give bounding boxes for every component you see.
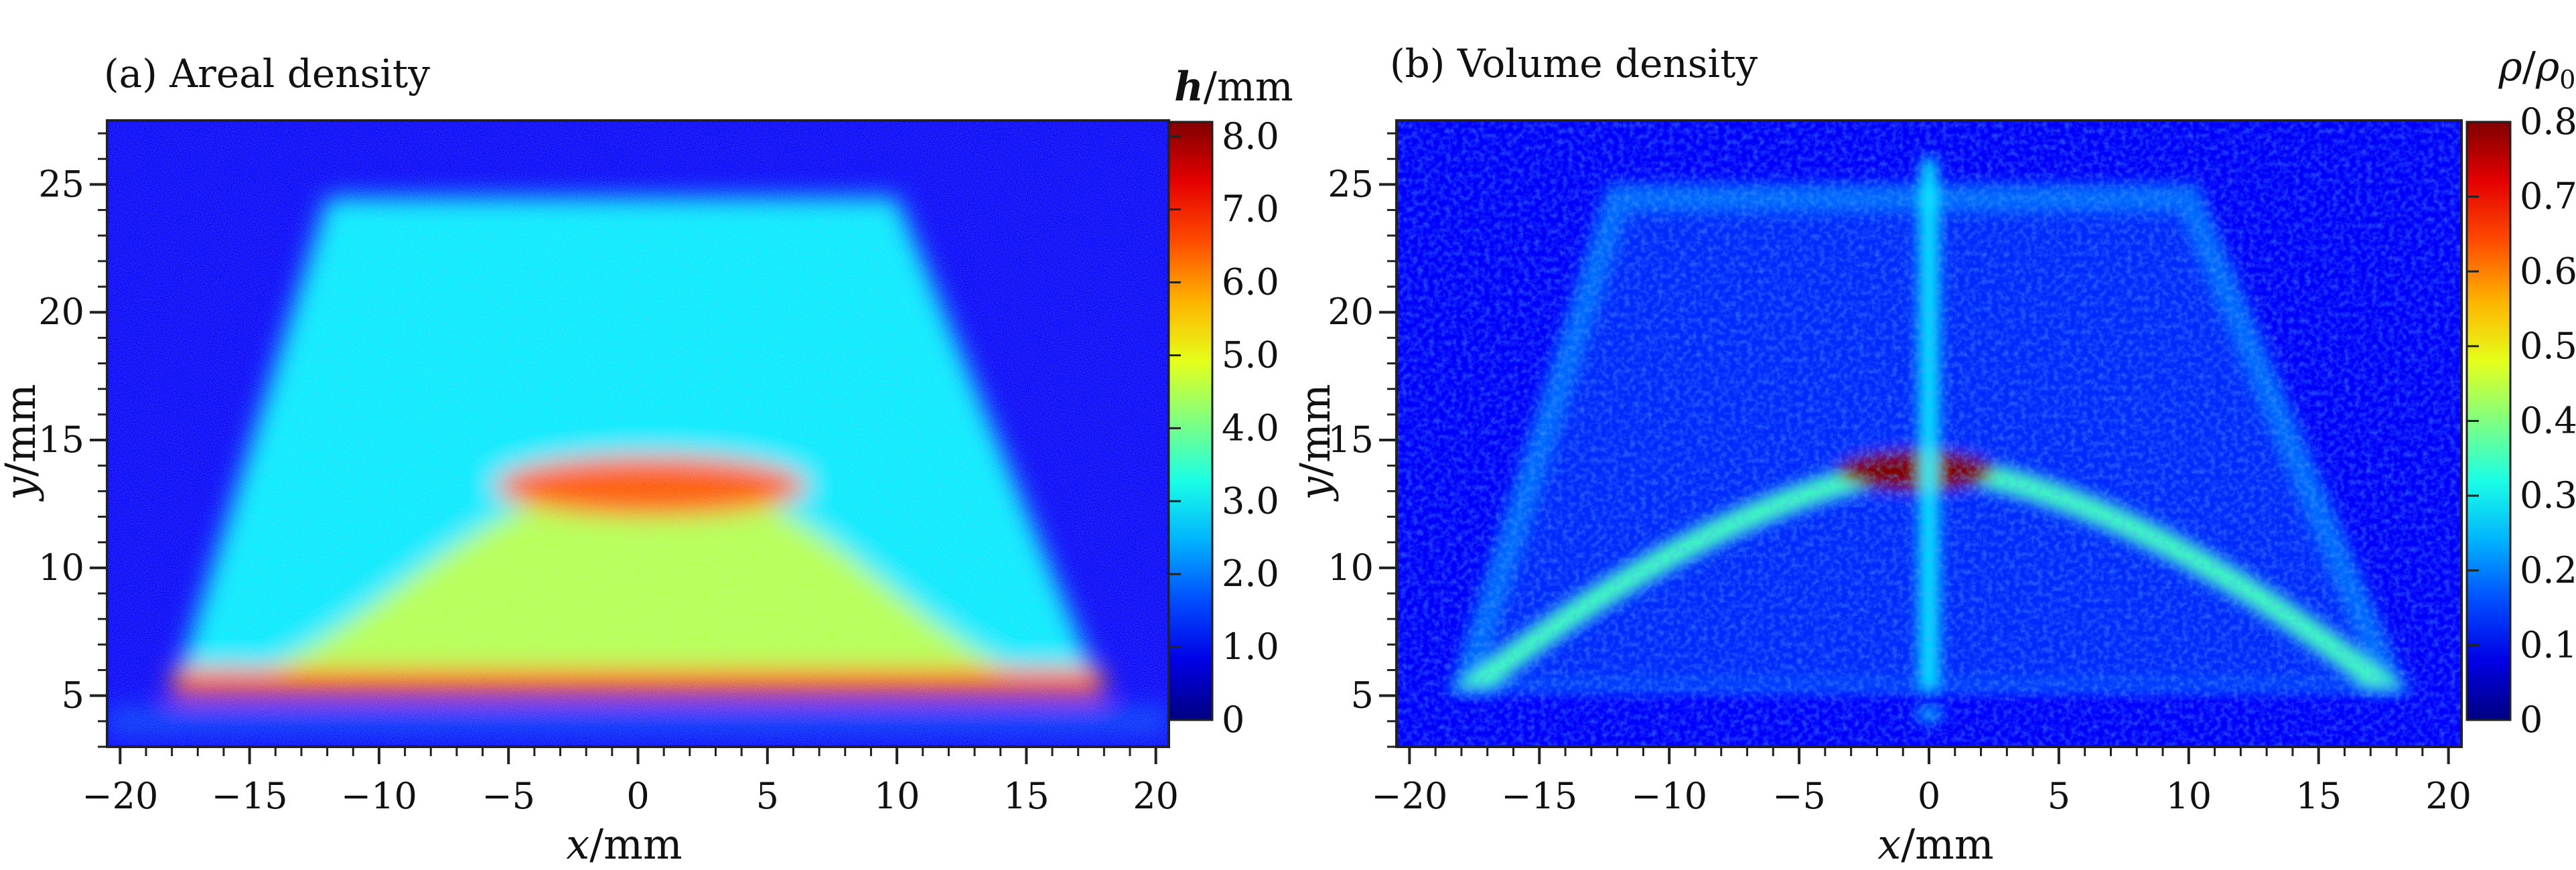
y-axis-label: y/mm xyxy=(0,384,45,502)
x-tick-label: 10 xyxy=(874,775,920,817)
colorbar-tick-label: 0.5 xyxy=(2520,325,2576,367)
x-axis-label: x/mm xyxy=(566,820,682,869)
y-tick-label: 25 xyxy=(1328,163,1374,205)
x-tick-label: −10 xyxy=(1631,775,1707,817)
colorbar-tick-label: 0.4 xyxy=(2520,400,2576,442)
heatmap-texture xyxy=(107,121,1169,747)
heatmap-plot-area xyxy=(107,121,1169,747)
x-tick-label: −10 xyxy=(341,775,417,817)
heatmap-plot-area xyxy=(1397,121,2461,747)
x-tick-label: 0 xyxy=(626,775,649,817)
y-tick-label: 15 xyxy=(38,419,84,461)
plot-title: (a) Areal density xyxy=(104,51,430,96)
colorbar-tick-label: 6.0 xyxy=(1222,261,1279,303)
y-tick-label: 15 xyxy=(1328,419,1374,461)
colorbar-tick-label: 7.0 xyxy=(1222,188,1279,230)
y-tick-label: 20 xyxy=(1328,291,1374,333)
colorbar-tick-label: 0.8 xyxy=(2520,100,2576,143)
x-tick-label: 10 xyxy=(2165,775,2212,817)
x-tick-label: 20 xyxy=(2425,775,2472,817)
colorbar-tick-label: 2.0 xyxy=(1222,553,1279,595)
x-tick-label: 20 xyxy=(1133,775,1179,817)
y-tick-label: 5 xyxy=(62,674,84,717)
colorbar-gradient xyxy=(1167,121,1214,721)
x-tick-label: −5 xyxy=(482,775,535,817)
colorbar-tick-label: 0.6 xyxy=(2520,250,2576,292)
colorbar-label: ρ/ρ0 xyxy=(2498,44,2576,94)
colorbar-tick-label: 0 xyxy=(1222,699,1244,741)
x-tick-label: 15 xyxy=(1003,775,1050,817)
y-tick-label: 20 xyxy=(38,291,84,333)
colorbar-tick-label: 3.0 xyxy=(1222,480,1279,522)
y-axis-label: y/mm xyxy=(1291,384,1340,502)
x-tick-label: −20 xyxy=(82,775,158,817)
x-tick-label: −15 xyxy=(1501,775,1577,817)
panel-volume-density: (b) Volume density −20 −15 −10 −5 0 5 10 15 20 5 1… xyxy=(1291,41,2576,869)
colorbar-tick-label: 4.0 xyxy=(1222,407,1279,449)
heatmap-texture xyxy=(1397,121,2461,747)
colorbar-tick-label: 0.7 xyxy=(2520,175,2576,218)
y-tick-label: 10 xyxy=(38,547,84,589)
x-tick-label: 0 xyxy=(1918,775,1940,817)
x-tick-label: −15 xyxy=(212,775,288,817)
x-tick-label: −5 xyxy=(1772,775,1826,817)
panel-areal-density: (a) Areal density −20 −15 −10 −5 0 5 10 15 20 5 10… xyxy=(0,51,1293,869)
x-axis-label: x/mm xyxy=(1877,820,1993,869)
colorbar-tick-label: 8.0 xyxy=(1222,115,1279,157)
y-tick-label: 10 xyxy=(1328,547,1374,589)
x-tick-label: −20 xyxy=(1371,775,1447,817)
x-tick-label: 5 xyxy=(756,775,779,817)
plot-title: (b) Volume density xyxy=(1390,41,1758,86)
x-tick-label: 15 xyxy=(2295,775,2342,817)
y-tick-label: 25 xyxy=(38,163,84,205)
colorbar-label: h/mm xyxy=(1174,64,1293,111)
colorbar-tick-label: 0.1 xyxy=(2520,624,2576,666)
colorbar-tick-label: 0 xyxy=(2520,699,2543,741)
colorbar-tick-label: 0.3 xyxy=(2520,474,2576,516)
colorbar: 0 0.1 0.2 0.3 0.4 0.5 0.6 0.7 0.8 xyxy=(2465,100,2576,741)
colorbar-tick-label: 5.0 xyxy=(1222,334,1279,376)
colorbar-tick-label: 1.0 xyxy=(1222,626,1279,668)
y-tick-label: 5 xyxy=(1351,674,1374,717)
colorbar: 0 1.0 2.0 3.0 4.0 5.0 6.0 7.0 8.0 xyxy=(1167,115,1279,741)
axes: −20 −15 −10 −5 0 5 10 15 20 5 10 15 20 25 xyxy=(1328,119,2472,817)
x-tick-label: 5 xyxy=(2048,775,2070,817)
colorbar-tick-label: 0.2 xyxy=(2520,549,2576,591)
